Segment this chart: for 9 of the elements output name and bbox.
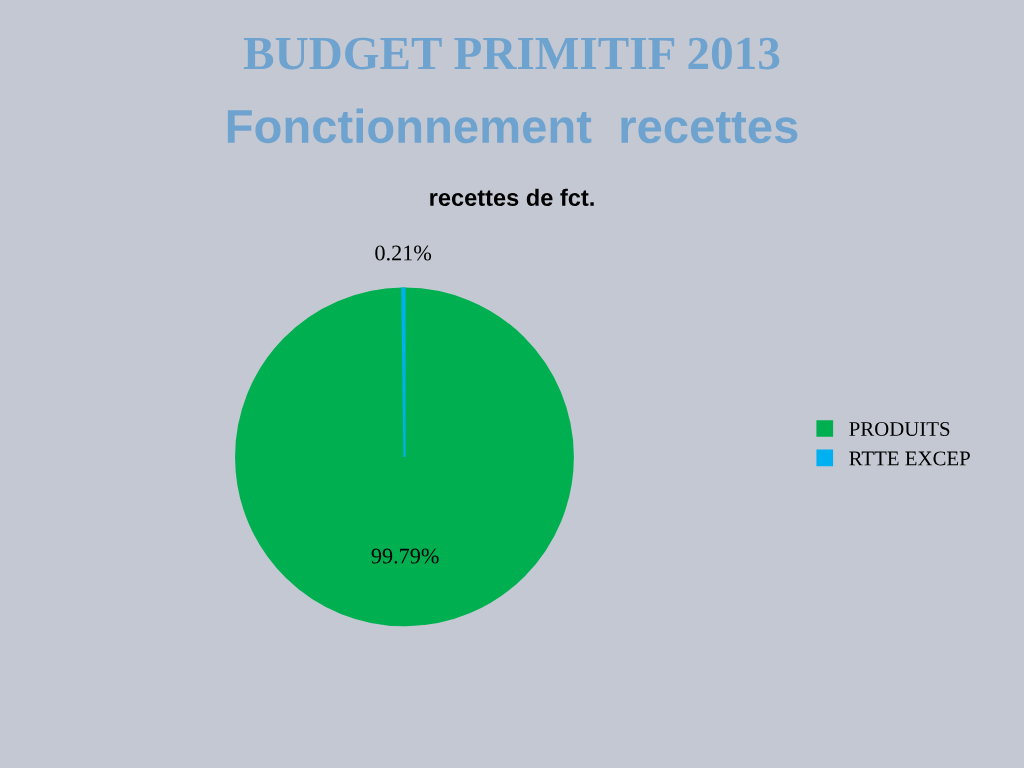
- legend-label: RTTE EXCEP: [849, 451, 970, 466]
- chart-subtitle: Fonctionnement recettes: [227, 108, 798, 144]
- data-label: 0.21%: [375, 245, 432, 261]
- text: recettes de fct.: [430, 188, 594, 207]
- chart-title: BUDGET PRIMITIF 2013: [243, 37, 780, 70]
- pie-slice: [235, 287, 574, 627]
- data-label: 99.79%: [371, 548, 439, 564]
- pie-slice: [401, 287, 406, 458]
- legend-label: PRODUITS: [849, 422, 950, 436]
